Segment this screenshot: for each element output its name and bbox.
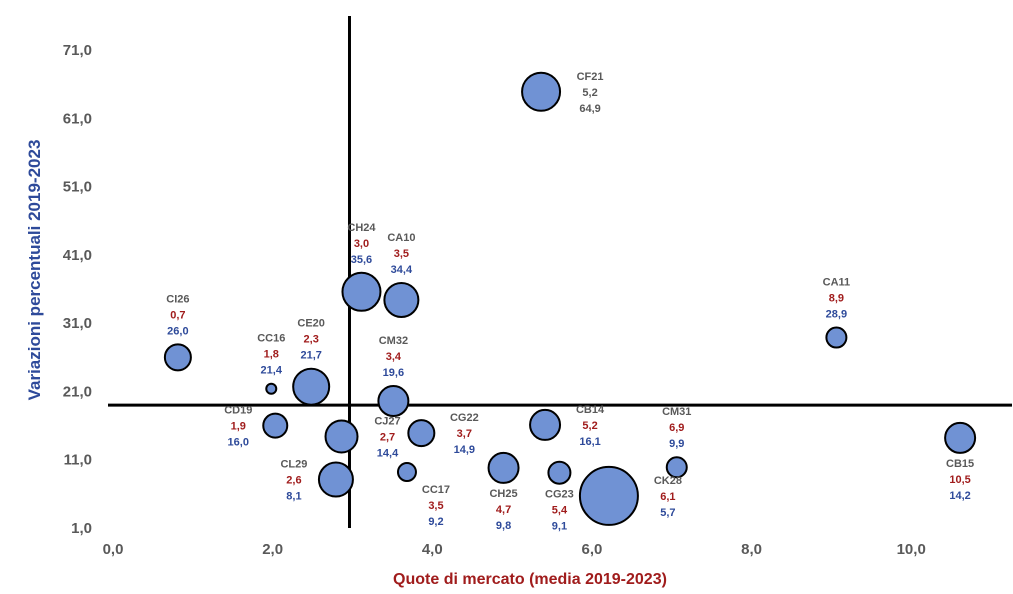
bubble-name-label: CH24 bbox=[347, 222, 376, 234]
bubble-x-value-label: 4,7 bbox=[496, 504, 511, 516]
x-tick-label: 10,0 bbox=[897, 541, 926, 558]
bubble-y-value-label: 16,0 bbox=[228, 437, 249, 449]
bubble-y-value-label: 14,4 bbox=[377, 448, 399, 460]
bubble-ch24 bbox=[341, 271, 382, 312]
bubble-name-label: CL29 bbox=[280, 459, 307, 471]
bubble-x-value-label: 1,8 bbox=[264, 349, 279, 361]
bubble-name-label: CI26 bbox=[166, 293, 189, 305]
bubble-x-value-label: 2,7 bbox=[380, 432, 395, 444]
bubble-y-value-label: 35,6 bbox=[351, 254, 372, 266]
bubble-x-value-label: 2,6 bbox=[286, 475, 301, 487]
bubble-ci26 bbox=[163, 343, 192, 372]
y-axis-ticks: 1,0 11,0 21,0 31,0 41,0 51,0 61,0 71,0 bbox=[63, 42, 92, 537]
bubble-y-value-label: 5,7 bbox=[660, 507, 675, 519]
bubble-y-value-label: 8,1 bbox=[286, 491, 301, 503]
bubble-name-label: CE20 bbox=[297, 318, 325, 330]
bubble-name-label: CG22 bbox=[450, 412, 479, 424]
bubble-cb15 bbox=[944, 421, 977, 454]
bubble-x-value-label: 10,5 bbox=[949, 474, 970, 486]
x-axis-title: Quote di mercato (media 2019-2023) bbox=[393, 571, 667, 588]
bubble-name-label: CD19 bbox=[224, 405, 252, 417]
bubbles bbox=[163, 71, 977, 526]
bubble-cl29 bbox=[317, 461, 354, 498]
bubble-y-value-label: 9,9 bbox=[669, 438, 684, 450]
x-tick-label: 0,0 bbox=[103, 541, 124, 558]
bubble-y-value-label: 14,9 bbox=[454, 444, 475, 456]
bubble-y-value-label: 9,2 bbox=[428, 516, 443, 528]
bubble-y-value-label: 28,9 bbox=[826, 309, 847, 321]
y-tick-label: 71,0 bbox=[63, 42, 92, 59]
bubble-ca11 bbox=[825, 326, 848, 349]
bubble-name-label: CG23 bbox=[545, 489, 574, 501]
bubble-x-value-label: 8,9 bbox=[829, 293, 844, 305]
bubble-x-value-label: 2,3 bbox=[304, 334, 319, 346]
bubble-cg23 bbox=[547, 460, 572, 485]
bubble-y-value-label: 14,2 bbox=[949, 490, 970, 502]
bubble-name-label: CJ27 bbox=[374, 416, 400, 428]
bubble-cf21 bbox=[521, 71, 562, 112]
bubble-x-value-label: 6,1 bbox=[660, 491, 675, 503]
bubble-x-value-label: 3,0 bbox=[354, 238, 369, 250]
bubble-y-value-label: 16,1 bbox=[579, 436, 600, 448]
bubble-cj27 bbox=[324, 419, 359, 454]
bubble-cg22 bbox=[407, 419, 436, 448]
bubble-name-label: CC16 bbox=[257, 333, 285, 345]
bubble-x-value-label: 3,5 bbox=[428, 500, 443, 512]
bubble-y-value-label: 26,0 bbox=[167, 325, 188, 337]
y-tick-label: 21,0 bbox=[63, 383, 92, 400]
bubble-y-value-label: 21,7 bbox=[300, 350, 321, 362]
y-tick-label: 41,0 bbox=[63, 247, 92, 264]
bubble-name-label: CH25 bbox=[489, 488, 517, 500]
bubble-name-label: CA10 bbox=[387, 232, 415, 244]
bubble-name-label: CC17 bbox=[422, 484, 450, 496]
y-tick-label: 31,0 bbox=[63, 315, 92, 332]
bubble-x-value-label: 3,5 bbox=[394, 248, 409, 260]
bubble-x-value-label: 5,2 bbox=[582, 87, 597, 99]
bubble-x-value-label: 0,7 bbox=[170, 309, 185, 321]
bubble-name-label: CF21 bbox=[577, 71, 604, 83]
y-tick-label: 1,0 bbox=[71, 520, 92, 537]
bubble-x-value-label: 3,4 bbox=[386, 351, 402, 363]
bubble-ce20 bbox=[292, 367, 331, 406]
bubble-ck28 bbox=[578, 465, 639, 526]
bubble-x-value-label: 3,7 bbox=[457, 428, 472, 440]
bubble-cm31 bbox=[665, 456, 688, 479]
x-tick-label: 8,0 bbox=[741, 541, 762, 558]
bubble-x-value-label: 5,2 bbox=[582, 420, 597, 432]
bubble-cb14 bbox=[529, 408, 562, 441]
bubble-name-label: CB14 bbox=[576, 404, 605, 416]
bubble-name-label: CB15 bbox=[946, 458, 974, 470]
bubble-x-value-label: 5,4 bbox=[552, 505, 568, 517]
x-tick-label: 6,0 bbox=[581, 541, 602, 558]
bubble-y-value-label: 19,6 bbox=[383, 367, 404, 379]
bubble-labels: CF21 5,2 64,9 CH24 3,0 35,6 CA10 3,5 34,4 CI26 0,7… bbox=[166, 71, 974, 533]
x-tick-label: 4,0 bbox=[422, 541, 443, 558]
bubble-y-value-label: 34,4 bbox=[391, 264, 413, 276]
y-tick-label: 11,0 bbox=[64, 452, 92, 469]
bubble-y-value-label: 9,1 bbox=[552, 521, 567, 533]
y-tick-label: 51,0 bbox=[63, 179, 92, 196]
bubble-cm32 bbox=[377, 385, 410, 418]
bubble-x-value-label: 1,9 bbox=[231, 421, 246, 433]
bubble-cc17 bbox=[396, 462, 417, 483]
y-tick-label: 61,0 bbox=[63, 110, 92, 127]
x-axis-ticks: 0,0 2,0 4,0 6,0 8,0 10,0 bbox=[103, 541, 926, 558]
bubble-y-value-label: 64,9 bbox=[579, 103, 600, 115]
bubble-y-value-label: 9,8 bbox=[496, 520, 511, 532]
bubble-name-label: CM32 bbox=[379, 335, 408, 347]
bubble-x-value-label: 6,9 bbox=[669, 422, 684, 434]
bubble-ca10 bbox=[383, 281, 420, 318]
y-axis-title: Variazioni percentuali 2019-2023 bbox=[25, 140, 44, 401]
bubble-ch25 bbox=[487, 451, 520, 484]
bubble-cd19 bbox=[262, 412, 289, 439]
bubble-name-label: CM31 bbox=[662, 406, 691, 418]
bubble-cc16 bbox=[265, 382, 278, 395]
bubble-name-label: CK28 bbox=[654, 475, 682, 487]
bubble-name-label: CA11 bbox=[823, 277, 851, 289]
bubble-y-value-label: 21,4 bbox=[261, 365, 283, 377]
x-tick-label: 2,0 bbox=[262, 541, 283, 558]
